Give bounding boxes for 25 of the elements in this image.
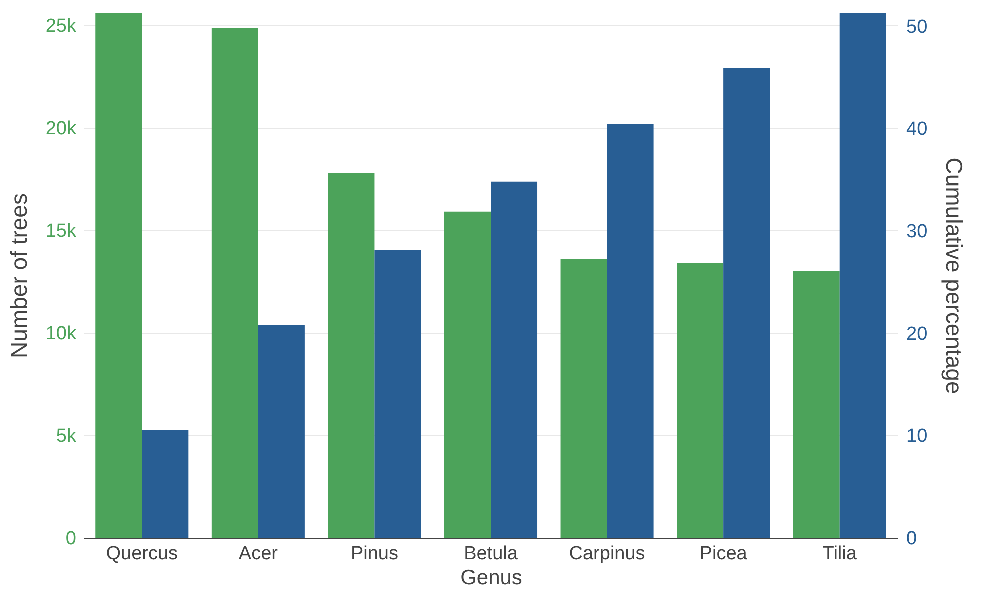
bar: [96, 13, 142, 538]
x-tick-label: Quercus: [106, 544, 178, 564]
y-tick-label: 5k: [56, 426, 77, 447]
y-axis-title: Number of trees: [6, 194, 32, 358]
y-tick-label: 25k: [46, 16, 77, 37]
y-tick-label: 15k: [46, 220, 77, 242]
x-tick-label: Betula: [464, 544, 518, 564]
y-tick-label: 0: [66, 528, 76, 550]
x-axis-title: Genus: [460, 566, 522, 590]
x-tick-label: Carpinus: [569, 544, 646, 564]
y2-tick-label: 30: [906, 221, 928, 242]
y2-tick-label: 20: [906, 324, 928, 345]
x-tick-label: Picea: [700, 544, 748, 564]
x-tick-label: Acer: [238, 544, 279, 564]
y-tick-label: 10k: [46, 323, 77, 344]
y2-tick-label: 50: [906, 16, 928, 38]
y-tick-label: 20k: [46, 118, 77, 140]
x-tick-label: Tilia: [822, 544, 858, 564]
y2-tick-label: 40: [906, 119, 928, 140]
x-tick-label: Pinus: [350, 544, 398, 564]
y2-tick-label: 10: [906, 426, 928, 448]
y2-axis-title: Cumulative percentage: [942, 158, 968, 394]
bar: [142, 430, 189, 538]
y2-tick-label: 0: [906, 528, 918, 550]
bar: [212, 28, 258, 538]
